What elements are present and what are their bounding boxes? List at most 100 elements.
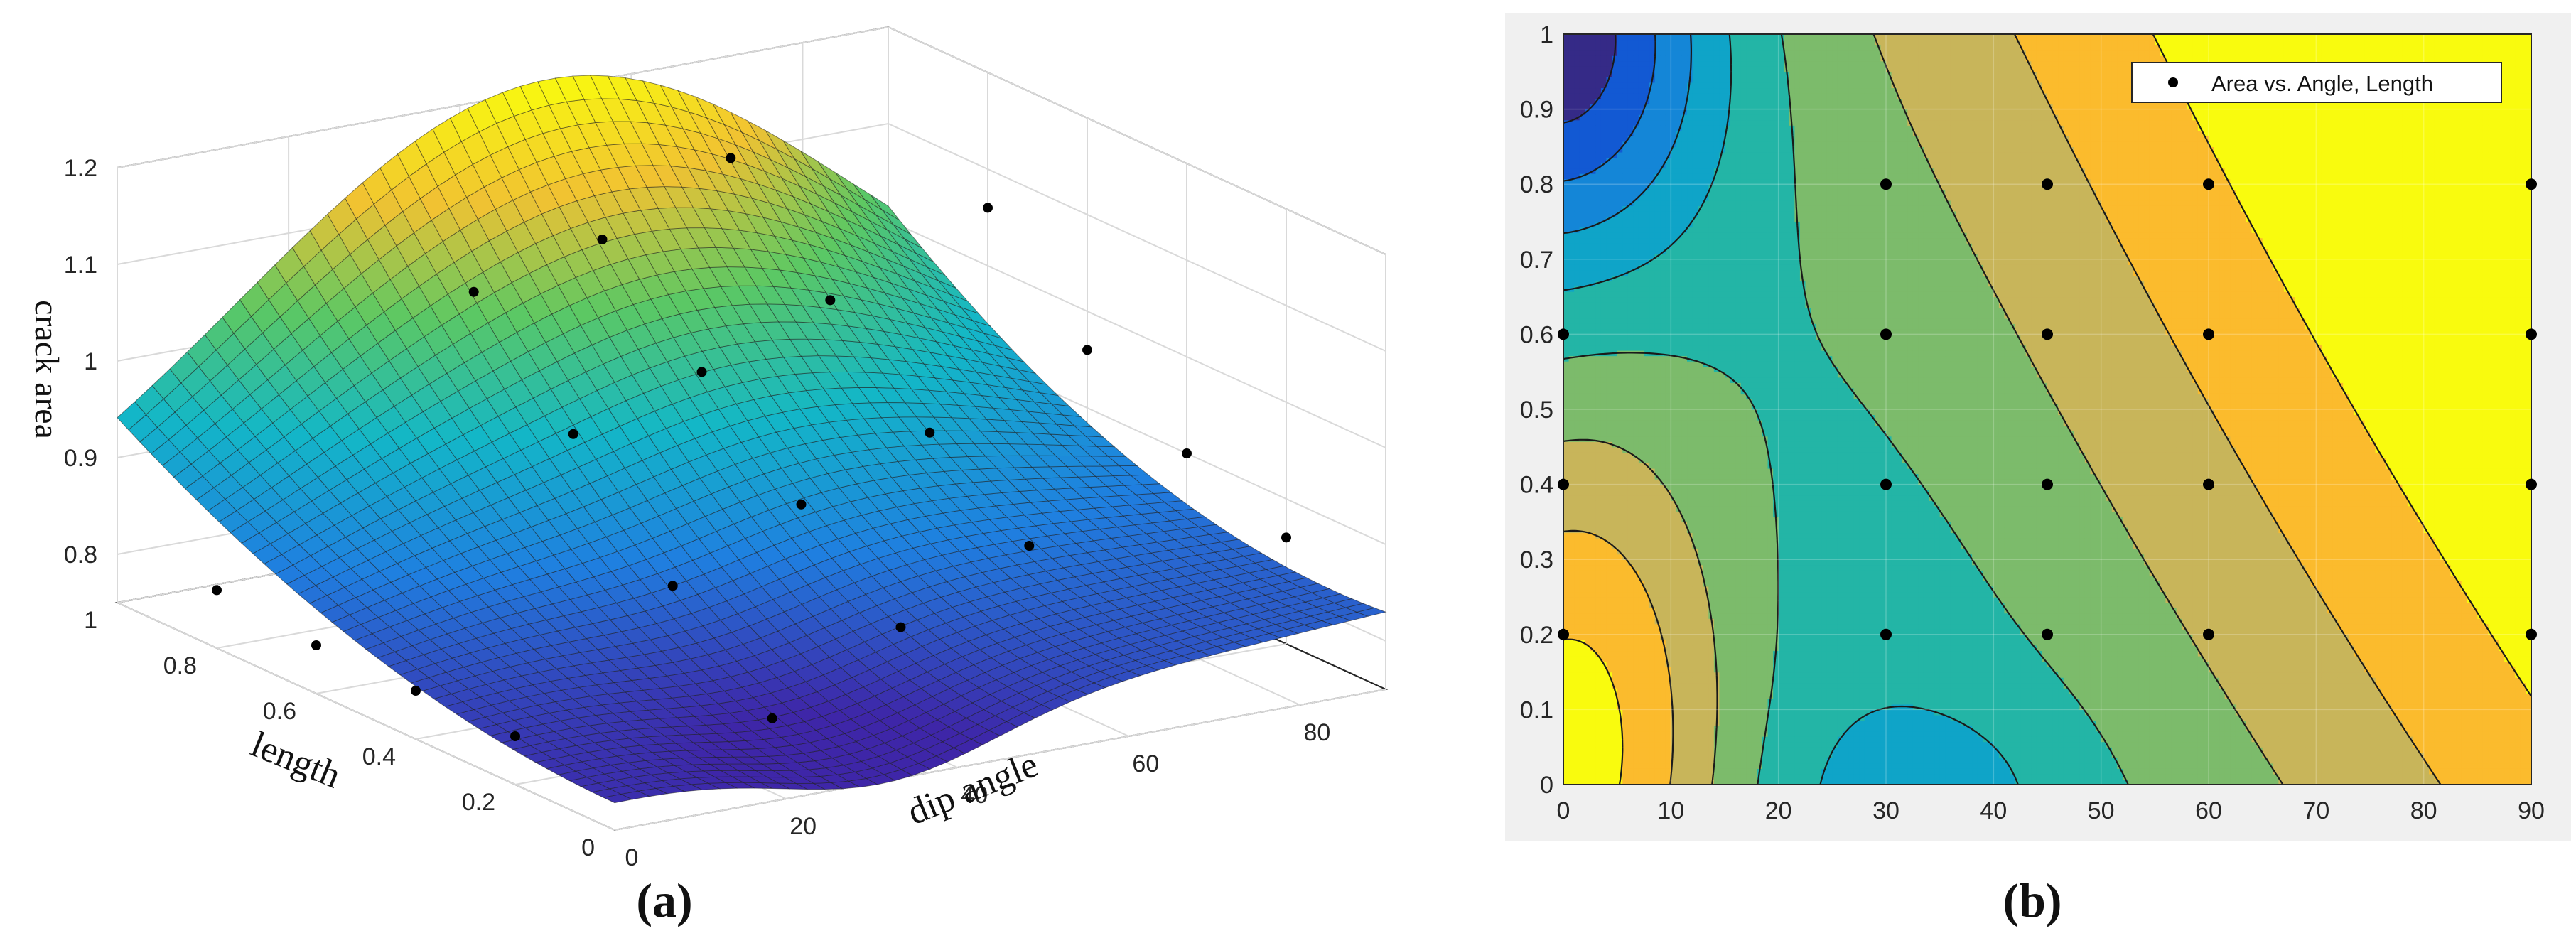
contour-cell [1617,200,1623,206]
contour-cell [1676,682,1683,689]
contour-cell [1644,77,1650,83]
contour-cell [1574,591,1580,598]
contour-cell [1579,682,1585,689]
contour-cell [1612,104,1618,110]
contour-cell [1612,205,1618,212]
contour-cell [1671,377,1677,383]
contour-cell [1665,318,1671,324]
contour-cell [1649,677,1656,684]
contour-cell [1638,763,1645,769]
contour-cell [1649,672,1656,678]
contour-cell [1590,758,1596,764]
contour-cell [1606,393,1612,399]
contour-cell [1638,543,1645,549]
contour-cell [1627,254,1634,260]
contour-cell [1606,505,1612,512]
contour-cell [1622,125,1629,131]
contour-cell [1600,286,1607,292]
contour-cell [1633,527,1639,534]
contour-cell [1649,222,1656,228]
contour-cell [1627,586,1634,593]
contour-cell [1568,146,1575,153]
contour-cell [1574,779,1580,785]
contour-cell [1606,720,1612,726]
contour-cell [1617,527,1623,534]
contour-cell [1671,125,1677,131]
contour-cell [1638,361,1645,367]
contour-cell [1665,104,1671,110]
contour-cell [1622,661,1629,667]
contour-cell [1568,640,1575,646]
contour-cell [1660,747,1666,753]
contour-cell [1574,650,1580,657]
contour-cell [1612,291,1618,298]
contour-cell [1563,414,1570,421]
contour-cell [1617,667,1623,673]
contour-cell [1600,173,1607,180]
contour-cell [1649,60,1656,67]
contour-cell [1612,163,1618,169]
contour-cell [1568,688,1575,694]
contour-cell [1606,581,1612,587]
contour-cell [1665,538,1671,544]
contour-cell [1579,243,1585,249]
contour-cell [1649,511,1656,517]
contour-cell [1606,559,1612,566]
contour-cell [1590,613,1596,619]
contour-cell [1585,773,1591,780]
z-tick-label: 1 [84,348,97,375]
contour-cell [1660,195,1666,201]
contour-cell [1590,55,1596,62]
contour-cell [1574,404,1580,410]
contour-cell [1606,168,1612,174]
contour-cell [1633,404,1639,410]
contour-cell [1627,559,1634,566]
contour-cell [1633,109,1639,115]
contour-cell [1563,269,1570,276]
contour-cell [1617,704,1623,710]
contour-cell [1676,736,1683,743]
contour-cell [1638,436,1645,442]
contour-cell [1606,184,1612,190]
contour-cell [1660,372,1666,378]
contour-cell [1665,720,1671,726]
contour-cell [1585,490,1591,496]
contour-cell [1579,313,1585,319]
contour-cell [1676,655,1683,662]
contour-cell [1638,532,1645,539]
contour-cell [1585,623,1591,630]
contour-cell [1579,543,1585,549]
contour-cell [1638,500,1645,507]
contour-cell [1665,682,1671,689]
contour-cell [1574,45,1580,51]
contour-cell [1590,136,1596,142]
contour-cell [1638,575,1645,581]
contour-cell [1600,237,1607,244]
contour-cell [1627,280,1634,287]
contour-cell [1627,511,1634,517]
contour-cell [1638,667,1645,673]
contour-cell [1676,752,1683,758]
contour-cell [1627,752,1634,758]
contour-cell [1654,549,1661,555]
contour-cell [1585,104,1591,110]
contour-cell [1654,463,1661,469]
data-point [696,367,707,377]
contour-cell [1676,779,1683,785]
contour-cell [1579,591,1585,598]
contour-cell [1574,318,1580,324]
contour-cell [1563,151,1570,158]
contour-cell [1574,387,1580,394]
contour-cell [1638,672,1645,678]
contour-cell [1649,254,1656,260]
contour-cell [1606,136,1612,142]
contour-cell [1638,522,1645,528]
contour-cell [1606,216,1612,222]
panel-a-surface [117,75,1387,804]
contour-cell [1568,431,1575,437]
contour-cell [1595,39,1602,45]
contour-cell [1638,549,1645,555]
contour-cell [1612,522,1618,528]
contour-cell [1617,543,1623,549]
contour-cell [1612,436,1618,442]
